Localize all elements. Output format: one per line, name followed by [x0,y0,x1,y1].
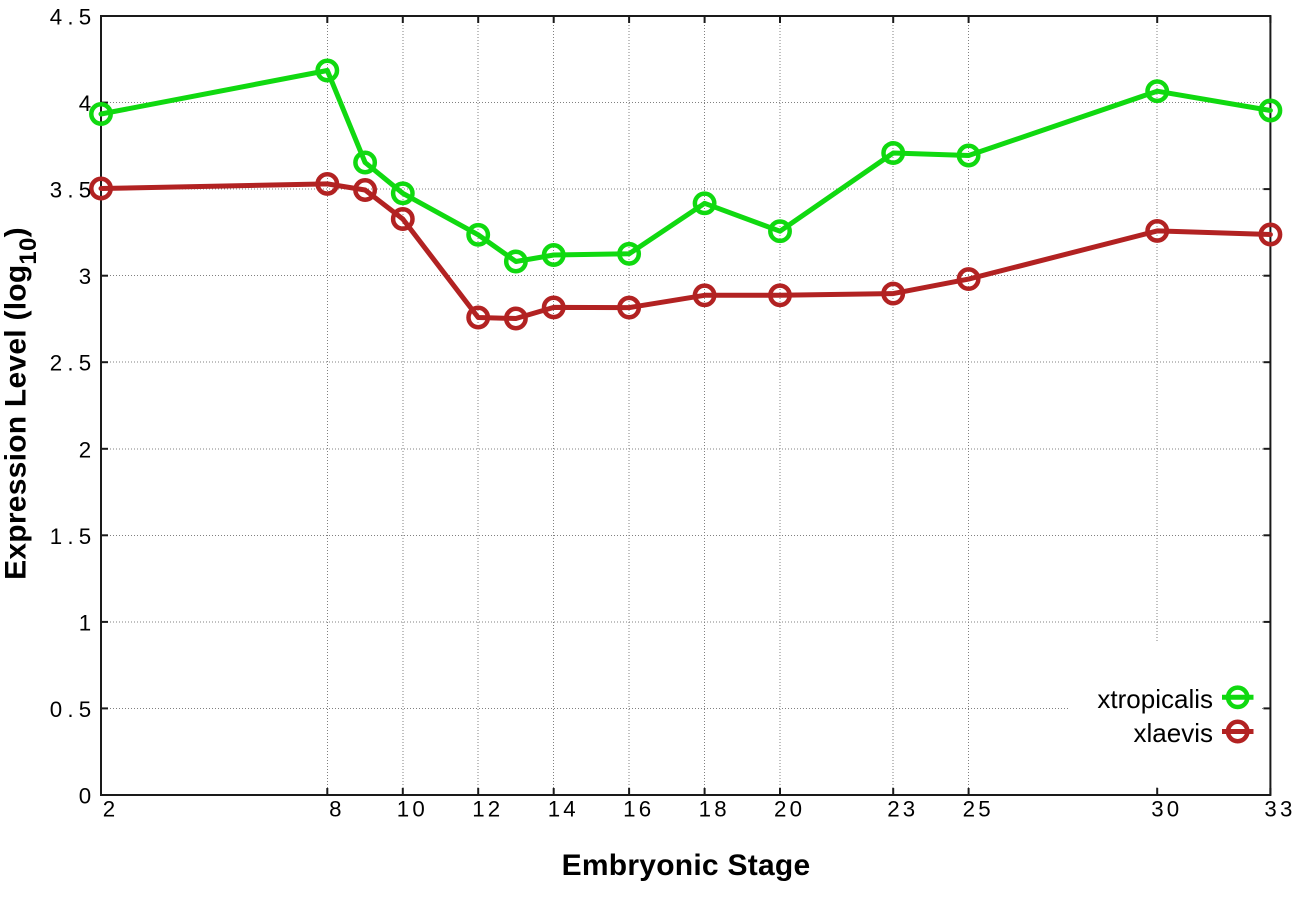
svg-text:4.5: 4.5 [50,5,97,30]
svg-text:20: 20 [774,797,805,822]
svg-text:12: 12 [472,797,503,822]
svg-text:4: 4 [79,91,97,116]
svg-text:0.5: 0.5 [50,697,97,722]
svg-text:10: 10 [397,797,428,822]
svg-text:16: 16 [623,797,654,822]
svg-text:30: 30 [1151,797,1182,822]
svg-text:Embryonic Stage: Embryonic Stage [562,849,811,882]
svg-text:xtropicalis: xtropicalis [1097,684,1213,714]
svg-text:33: 33 [1264,797,1295,822]
svg-text:1: 1 [79,610,97,635]
svg-text:2: 2 [79,437,97,462]
svg-text:18: 18 [699,797,730,822]
svg-text:2.5: 2.5 [50,351,97,376]
svg-text:14: 14 [548,797,579,822]
svg-text:0: 0 [79,784,97,809]
svg-text:3.5: 3.5 [50,178,97,203]
svg-text:1.5: 1.5 [50,524,97,549]
svg-text:25: 25 [963,797,994,822]
svg-text:8: 8 [329,797,345,822]
svg-text:2: 2 [103,797,119,822]
svg-text:23: 23 [887,797,918,822]
svg-text:3: 3 [79,264,97,289]
svg-text:xlaevis: xlaevis [1134,718,1213,748]
